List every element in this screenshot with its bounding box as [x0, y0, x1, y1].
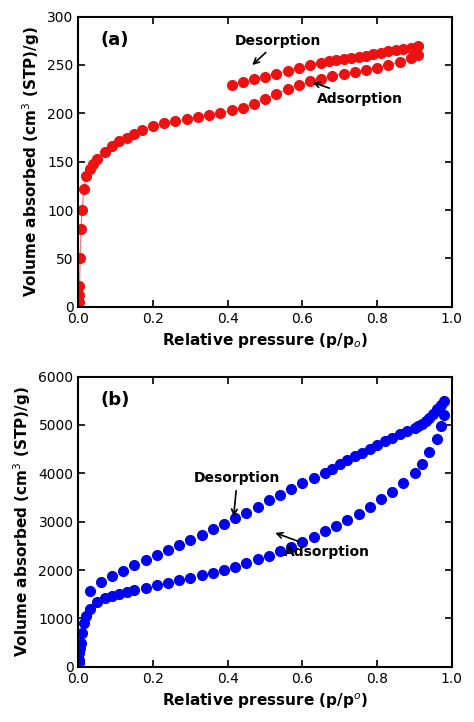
- X-axis label: Relative pressure (p/p$^o$): Relative pressure (p/p$^o$): [162, 691, 368, 711]
- Text: (a): (a): [101, 31, 129, 49]
- Text: (b): (b): [101, 391, 130, 409]
- Text: Adsorption: Adsorption: [277, 533, 370, 559]
- Y-axis label: Volume absorbed (cm$^3$ (STP)/g): Volume absorbed (cm$^3$ (STP)/g): [20, 26, 42, 297]
- X-axis label: Relative pressure (p/p$_o$): Relative pressure (p/p$_o$): [162, 331, 368, 350]
- Text: Adsorption: Adsorption: [314, 82, 403, 106]
- Y-axis label: Volume absorbed (cm$^3$ (STP)/g): Volume absorbed (cm$^3$ (STP)/g): [11, 386, 33, 657]
- Text: Desorption: Desorption: [194, 471, 281, 515]
- Text: Desorption: Desorption: [235, 34, 322, 64]
